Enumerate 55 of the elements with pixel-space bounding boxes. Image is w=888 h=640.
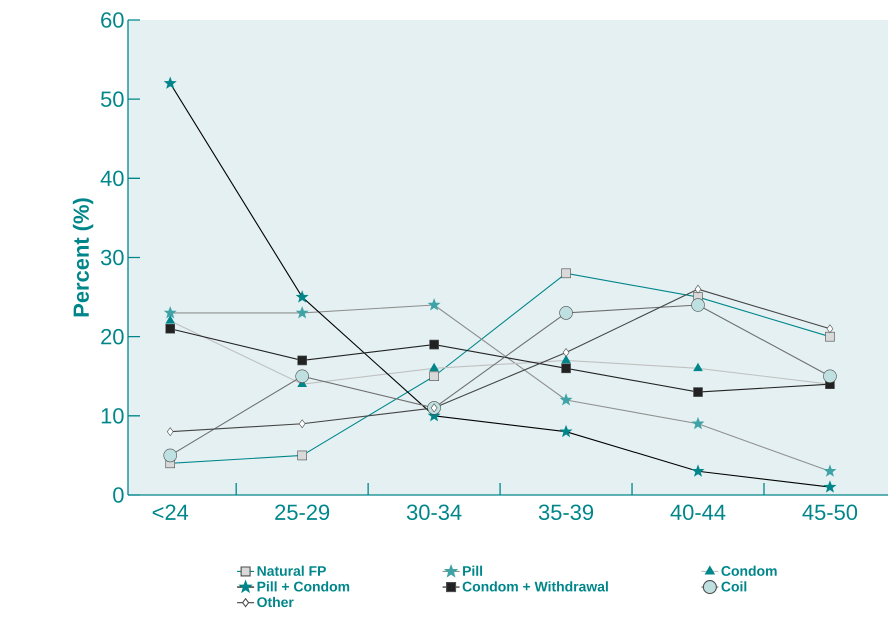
point [561,355,571,364]
x-tick-label: <24 [152,504,188,520]
point [297,356,307,366]
point [694,284,702,294]
point [826,324,834,334]
point [693,363,703,372]
point [428,298,440,310]
legend-label: Natural FP [258,566,326,576]
point [824,480,836,492]
legend-label: Other [257,596,294,608]
y-tick-label: 40 [100,170,124,186]
point [429,340,439,350]
point [824,464,836,476]
y-tick-label: 20 [101,328,124,344]
point [298,419,306,428]
point [430,363,439,372]
point [692,464,704,476]
legend-label: Pill + Condom [258,581,350,592]
x-tick-label: 30-34 [406,504,462,520]
point [296,306,308,318]
legend-label: Pill [463,566,482,576]
legend-label: Condom + Withdrawal [462,581,608,592]
y-tick-label: 30 [100,250,124,266]
y-tick-label: 60 [101,12,124,28]
point [823,369,837,384]
point [164,306,176,318]
x-tick-label: 40-44 [670,504,726,520]
point [165,324,176,334]
x-tick-label: 35-39 [538,504,594,520]
point [561,268,571,278]
point [163,448,177,462]
point [691,298,705,312]
point [166,316,175,324]
x-tick-label: 25-29 [275,504,330,520]
y-tick-label: 10 [102,408,124,424]
x-tick-label: 45-50 [802,504,858,520]
point [296,290,308,302]
point [166,427,174,436]
point [295,369,309,384]
point [693,387,703,397]
y-tick-label: 50 [100,91,124,107]
point [429,371,439,382]
legend-label: Coil [721,581,746,592]
legend-label: Condom [721,566,777,576]
point [562,348,570,357]
y-axis-title: Percent (%) [72,198,94,316]
y-tick-label: 0 [113,487,124,503]
point [560,394,572,406]
point [164,77,176,88]
point [560,425,572,437]
point [559,306,573,320]
point [297,450,307,460]
point [825,332,835,342]
point [561,364,571,374]
point [692,417,704,429]
